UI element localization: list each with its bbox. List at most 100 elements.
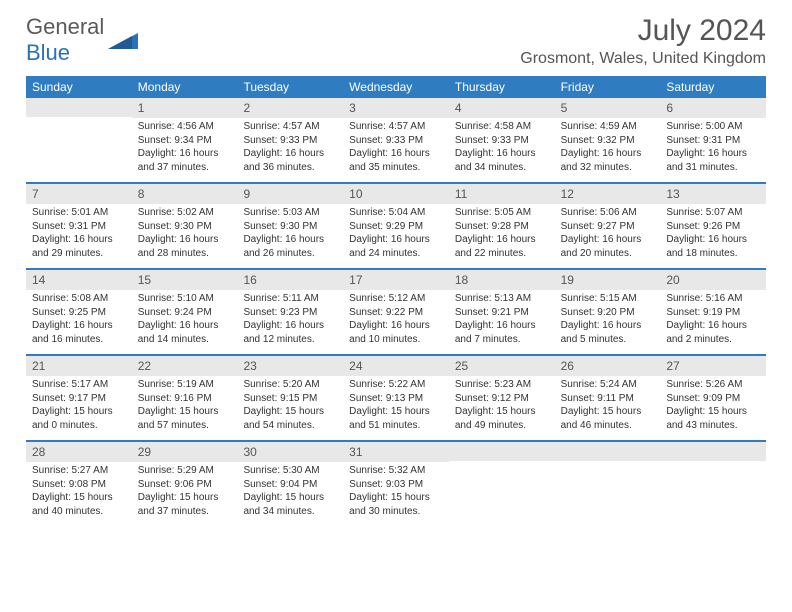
day-cell: 22Sunrise: 5:19 AMSunset: 9:16 PMDayligh… [132, 356, 238, 440]
daylight-text: Daylight: 16 hours and 24 minutes. [349, 233, 443, 260]
header: General Blue July 2024 Grosmont, Wales, … [26, 14, 766, 68]
sunset-text: Sunset: 9:22 PM [349, 306, 443, 320]
day-body: Sunrise: 5:32 AMSunset: 9:03 PMDaylight:… [343, 462, 449, 524]
sunset-text: Sunset: 9:30 PM [138, 220, 232, 234]
day-number: 27 [660, 356, 766, 376]
daylight-text: Daylight: 16 hours and 14 minutes. [138, 319, 232, 346]
sunrise-text: Sunrise: 5:01 AM [32, 206, 126, 220]
day-body: Sunrise: 5:16 AMSunset: 9:19 PMDaylight:… [660, 290, 766, 352]
day-body: Sunrise: 5:30 AMSunset: 9:04 PMDaylight:… [237, 462, 343, 524]
day-cell: 13Sunrise: 5:07 AMSunset: 9:26 PMDayligh… [660, 184, 766, 268]
daylight-text: Daylight: 16 hours and 32 minutes. [561, 147, 655, 174]
day-cell: 14Sunrise: 5:08 AMSunset: 9:25 PMDayligh… [26, 270, 132, 354]
day-body: Sunrise: 5:23 AMSunset: 9:12 PMDaylight:… [449, 376, 555, 438]
sunset-text: Sunset: 9:23 PM [243, 306, 337, 320]
day-body: Sunrise: 4:57 AMSunset: 9:33 PMDaylight:… [343, 118, 449, 180]
day-number: 8 [132, 184, 238, 204]
sunrise-text: Sunrise: 4:58 AM [455, 120, 549, 134]
day-of-week-header: SundayMondayTuesdayWednesdayThursdayFrid… [26, 76, 766, 98]
sunrise-text: Sunrise: 5:03 AM [243, 206, 337, 220]
daylight-text: Daylight: 15 hours and 40 minutes. [32, 491, 126, 518]
day-number: 3 [343, 98, 449, 118]
sunrise-text: Sunrise: 5:19 AM [138, 378, 232, 392]
daylight-text: Daylight: 15 hours and 0 minutes. [32, 405, 126, 432]
day-body: Sunrise: 4:59 AMSunset: 9:32 PMDaylight:… [555, 118, 661, 180]
day-number: 14 [26, 270, 132, 290]
sunrise-text: Sunrise: 4:57 AM [349, 120, 443, 134]
day-number: 15 [132, 270, 238, 290]
logo-word-2: Blue [26, 40, 70, 65]
weeks-container: 1Sunrise: 4:56 AMSunset: 9:34 PMDaylight… [26, 98, 766, 526]
day-number: 17 [343, 270, 449, 290]
sunrise-text: Sunrise: 5:29 AM [138, 464, 232, 478]
sunrise-text: Sunrise: 5:08 AM [32, 292, 126, 306]
day-cell: 12Sunrise: 5:06 AMSunset: 9:27 PMDayligh… [555, 184, 661, 268]
week-row: 28Sunrise: 5:27 AMSunset: 9:08 PMDayligh… [26, 440, 766, 526]
day-body: Sunrise: 5:10 AMSunset: 9:24 PMDaylight:… [132, 290, 238, 352]
day-number: 29 [132, 442, 238, 462]
day-cell: 11Sunrise: 5:05 AMSunset: 9:28 PMDayligh… [449, 184, 555, 268]
sunset-text: Sunset: 9:04 PM [243, 478, 337, 492]
daylight-text: Daylight: 16 hours and 34 minutes. [455, 147, 549, 174]
sunrise-text: Sunrise: 5:24 AM [561, 378, 655, 392]
day-body: Sunrise: 5:07 AMSunset: 9:26 PMDaylight:… [660, 204, 766, 266]
day-cell: 27Sunrise: 5:26 AMSunset: 9:09 PMDayligh… [660, 356, 766, 440]
day-cell: 19Sunrise: 5:15 AMSunset: 9:20 PMDayligh… [555, 270, 661, 354]
day-body: Sunrise: 5:22 AMSunset: 9:13 PMDaylight:… [343, 376, 449, 438]
week-row: 21Sunrise: 5:17 AMSunset: 9:17 PMDayligh… [26, 354, 766, 440]
day-number [449, 442, 555, 461]
week-row: 14Sunrise: 5:08 AMSunset: 9:25 PMDayligh… [26, 268, 766, 354]
day-number: 1 [132, 98, 238, 118]
day-number: 5 [555, 98, 661, 118]
daylight-text: Daylight: 16 hours and 16 minutes. [32, 319, 126, 346]
day-body: Sunrise: 5:08 AMSunset: 9:25 PMDaylight:… [26, 290, 132, 352]
daylight-text: Daylight: 16 hours and 12 minutes. [243, 319, 337, 346]
day-cell: 3Sunrise: 4:57 AMSunset: 9:33 PMDaylight… [343, 98, 449, 182]
dow-cell: Wednesday [343, 76, 449, 98]
day-number: 21 [26, 356, 132, 376]
daylight-text: Daylight: 15 hours and 43 minutes. [666, 405, 760, 432]
daylight-text: Daylight: 16 hours and 31 minutes. [666, 147, 760, 174]
day-body: Sunrise: 5:04 AMSunset: 9:29 PMDaylight:… [343, 204, 449, 266]
sunrise-text: Sunrise: 5:06 AM [561, 206, 655, 220]
day-body: Sunrise: 5:24 AMSunset: 9:11 PMDaylight:… [555, 376, 661, 438]
sunset-text: Sunset: 9:28 PM [455, 220, 549, 234]
sunrise-text: Sunrise: 5:32 AM [349, 464, 443, 478]
sunrise-text: Sunrise: 5:05 AM [455, 206, 549, 220]
day-number: 7 [26, 184, 132, 204]
sunset-text: Sunset: 9:27 PM [561, 220, 655, 234]
sunset-text: Sunset: 9:06 PM [138, 478, 232, 492]
sunset-text: Sunset: 9:24 PM [138, 306, 232, 320]
day-cell: 9Sunrise: 5:03 AMSunset: 9:30 PMDaylight… [237, 184, 343, 268]
day-body: Sunrise: 5:11 AMSunset: 9:23 PMDaylight:… [237, 290, 343, 352]
day-number: 20 [660, 270, 766, 290]
day-number [26, 98, 132, 117]
day-cell: 29Sunrise: 5:29 AMSunset: 9:06 PMDayligh… [132, 442, 238, 526]
day-number: 24 [343, 356, 449, 376]
day-number: 30 [237, 442, 343, 462]
daylight-text: Daylight: 15 hours and 34 minutes. [243, 491, 337, 518]
day-body: Sunrise: 5:26 AMSunset: 9:09 PMDaylight:… [660, 376, 766, 438]
logo-triangle-icon [108, 31, 138, 49]
day-cell [660, 442, 766, 526]
daylight-text: Daylight: 16 hours and 5 minutes. [561, 319, 655, 346]
dow-cell: Thursday [449, 76, 555, 98]
daylight-text: Daylight: 16 hours and 10 minutes. [349, 319, 443, 346]
daylight-text: Daylight: 16 hours and 36 minutes. [243, 147, 337, 174]
day-cell: 23Sunrise: 5:20 AMSunset: 9:15 PMDayligh… [237, 356, 343, 440]
day-cell [555, 442, 661, 526]
day-number: 12 [555, 184, 661, 204]
dow-cell: Tuesday [237, 76, 343, 98]
day-number: 25 [449, 356, 555, 376]
daylight-text: Daylight: 16 hours and 26 minutes. [243, 233, 337, 260]
daylight-text: Daylight: 15 hours and 51 minutes. [349, 405, 443, 432]
day-number: 10 [343, 184, 449, 204]
daylight-text: Daylight: 16 hours and 29 minutes. [32, 233, 126, 260]
day-cell: 4Sunrise: 4:58 AMSunset: 9:33 PMDaylight… [449, 98, 555, 182]
sunrise-text: Sunrise: 5:22 AM [349, 378, 443, 392]
week-row: 1Sunrise: 4:56 AMSunset: 9:34 PMDaylight… [26, 98, 766, 182]
sunset-text: Sunset: 9:08 PM [32, 478, 126, 492]
daylight-text: Daylight: 16 hours and 2 minutes. [666, 319, 760, 346]
sunrise-text: Sunrise: 5:11 AM [243, 292, 337, 306]
dow-cell: Saturday [660, 76, 766, 98]
